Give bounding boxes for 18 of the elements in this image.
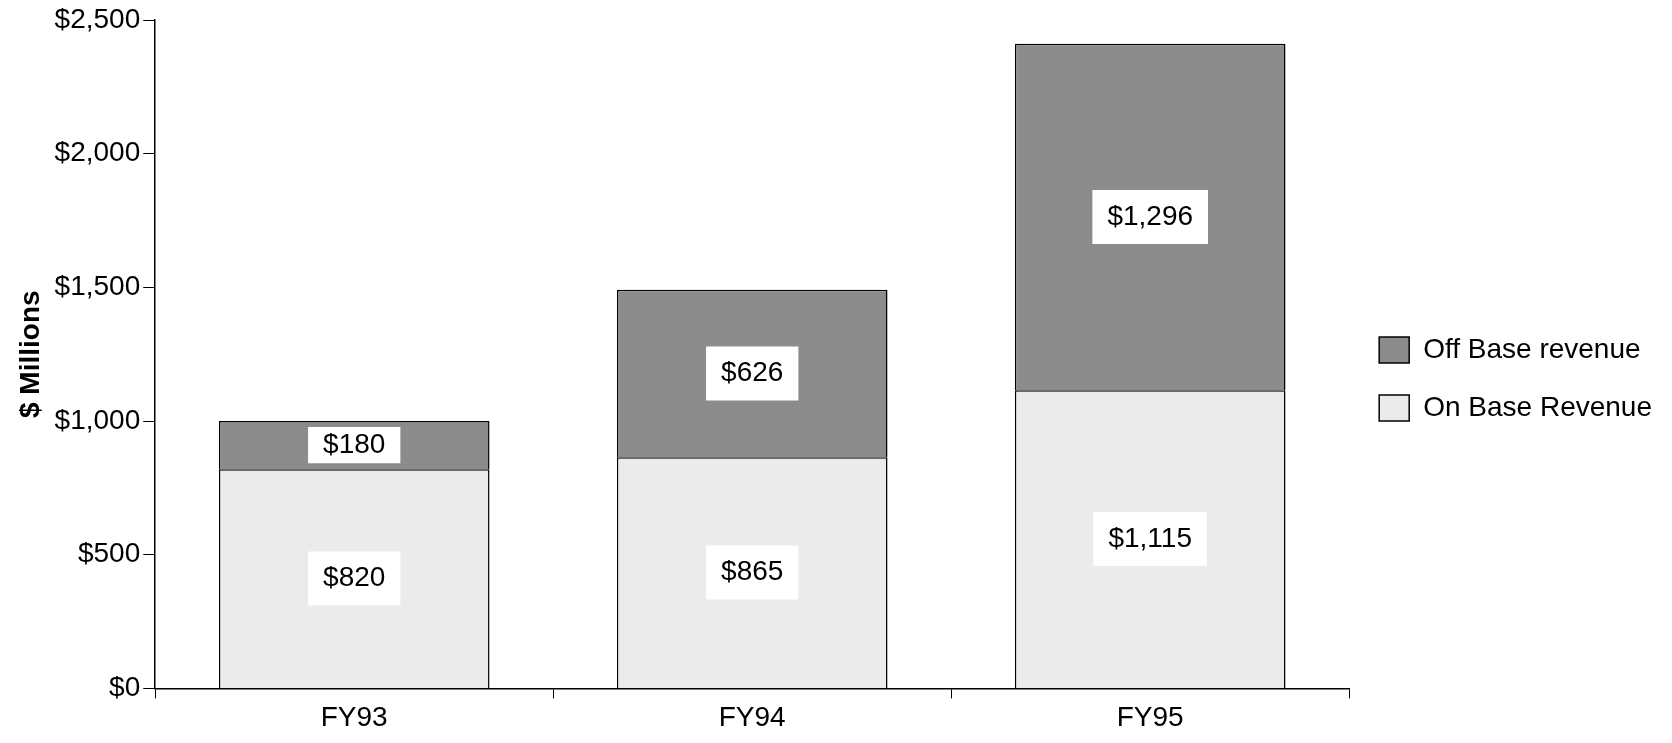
y-tick-label: $500 bbox=[77, 537, 141, 569]
data-label: $820 bbox=[323, 561, 386, 593]
legend-label: On Base Revenue bbox=[1423, 390, 1652, 422]
y-tick-label: $0 bbox=[109, 671, 141, 703]
x-tick-label: FY94 bbox=[718, 700, 786, 732]
legend-label: Off Base revenue bbox=[1423, 332, 1641, 364]
data-label: $1,115 bbox=[1108, 521, 1192, 553]
y-axis-title: $ Millions bbox=[13, 290, 45, 418]
y-tick-label: $2,500 bbox=[54, 2, 141, 34]
x-tick-label: FY95 bbox=[1116, 700, 1184, 732]
data-label: $180 bbox=[323, 427, 386, 459]
y-tick-label: $2,000 bbox=[54, 136, 141, 168]
y-tick-label: $1,500 bbox=[54, 270, 141, 302]
y-tick-label: $1,000 bbox=[54, 403, 141, 435]
data-label: $1,296 bbox=[1107, 199, 1194, 231]
data-label: $865 bbox=[721, 555, 784, 587]
data-label: $626 bbox=[721, 356, 784, 388]
x-tick-label: FY93 bbox=[320, 700, 388, 732]
